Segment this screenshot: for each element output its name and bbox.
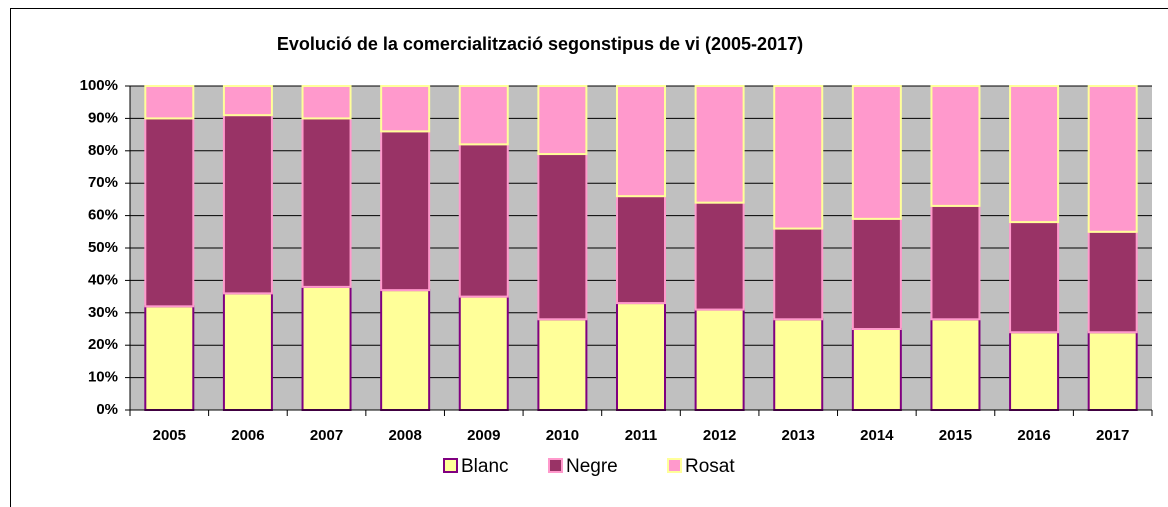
x-tick-label: 2015 xyxy=(939,427,972,444)
legend-label: Blanc xyxy=(461,456,509,477)
y-tick-label: 20% xyxy=(88,336,118,353)
y-tick-label: 100% xyxy=(80,77,118,94)
bar-segment xyxy=(694,308,745,411)
bar-segment xyxy=(930,318,981,411)
x-tick-label: 2009 xyxy=(467,427,500,444)
y-tick-label: 80% xyxy=(88,142,118,159)
y-tick-label: 50% xyxy=(88,239,118,256)
bar-segment xyxy=(222,85,273,117)
bar-segment xyxy=(851,85,902,220)
y-tick-label: 0% xyxy=(96,401,118,418)
bar-segment xyxy=(222,292,273,411)
bar-segment xyxy=(301,117,352,288)
bar-segment xyxy=(1087,230,1138,334)
bar-segment xyxy=(144,117,195,308)
bar-segment xyxy=(930,204,981,321)
bar-segment xyxy=(144,305,195,412)
bar-segment xyxy=(773,318,824,411)
bar-segment xyxy=(301,285,352,412)
bar-segment xyxy=(380,130,431,292)
bar-segment xyxy=(301,85,352,120)
x-tick-label: 2007 xyxy=(310,427,343,444)
x-tick-label: 2008 xyxy=(388,427,421,444)
y-tick-label: 30% xyxy=(88,304,118,321)
y-tick-label: 10% xyxy=(88,369,118,386)
bar-segment xyxy=(458,295,509,412)
y-tick-label: 90% xyxy=(88,109,118,126)
bar-segment xyxy=(380,289,431,411)
bar-segment xyxy=(616,85,666,198)
bar-segment xyxy=(851,328,902,411)
x-tick-label: 2014 xyxy=(860,427,894,444)
bar-segment xyxy=(930,85,981,207)
bar-segment xyxy=(144,85,195,120)
x-tick-label: 2013 xyxy=(782,427,815,444)
y-tick-label: 60% xyxy=(88,207,118,224)
legend-swatch xyxy=(548,458,563,473)
x-tick-label: 2006 xyxy=(231,427,264,444)
x-tick-label: 2005 xyxy=(153,427,186,444)
bar-segment xyxy=(380,85,431,133)
bar-segment xyxy=(773,227,824,321)
bar-segment xyxy=(458,143,509,298)
bar-segment xyxy=(1087,85,1138,233)
bar-segment xyxy=(537,153,588,321)
bar-segment xyxy=(537,318,588,411)
bar-segment xyxy=(1087,331,1138,411)
bar-segment xyxy=(851,217,902,330)
legend-label: Negre xyxy=(566,456,618,477)
bar-segment xyxy=(694,201,745,311)
legend-swatch xyxy=(667,458,682,473)
y-tick-label: 70% xyxy=(88,174,118,191)
x-tick-label: 2010 xyxy=(546,427,579,444)
bar-segment xyxy=(222,114,273,295)
bar-segment xyxy=(694,85,745,204)
bar-segment xyxy=(616,302,666,411)
chart-title: Evolució de la comercialització segonsti… xyxy=(277,34,803,54)
bar-segment xyxy=(537,85,588,156)
x-tick-label: 2012 xyxy=(703,427,736,444)
bar-segment xyxy=(616,195,666,305)
bar-segment xyxy=(1009,331,1060,411)
bar-segment xyxy=(1009,221,1060,334)
x-tick-label: 2011 xyxy=(625,427,658,444)
bar-segment xyxy=(1009,85,1060,224)
legend-label: Rosat xyxy=(685,456,735,477)
x-tick-label: 2016 xyxy=(1017,427,1050,444)
legend-swatch xyxy=(443,458,458,473)
y-tick-label: 40% xyxy=(88,271,118,288)
bar-segment xyxy=(773,85,824,230)
x-tick-label: 2017 xyxy=(1096,427,1129,444)
bar-segment xyxy=(458,85,509,146)
